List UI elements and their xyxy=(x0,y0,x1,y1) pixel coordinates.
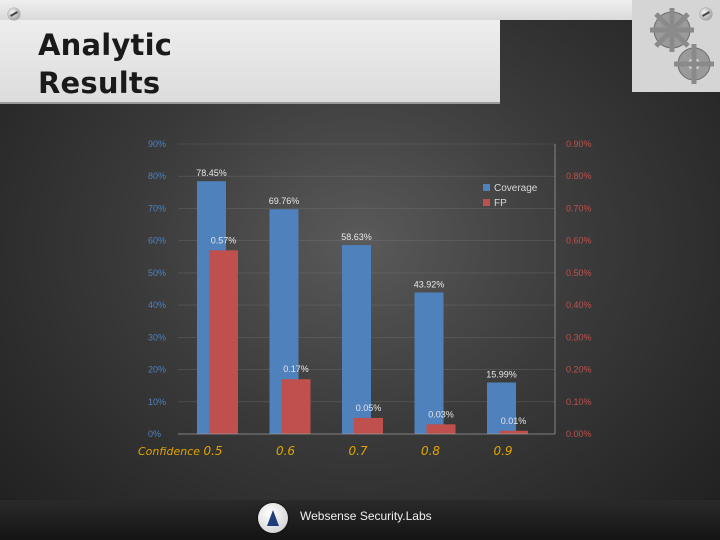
y-left-tick-label: 80% xyxy=(148,171,166,181)
fp-bar xyxy=(354,417,383,434)
y-right-tick-label: 0.20% xyxy=(566,365,592,375)
fp-bar xyxy=(499,430,528,434)
fp-data-label: 0.03% xyxy=(428,409,454,419)
x-tick-label: 0.8 xyxy=(421,444,440,458)
y-right-tick-label: 0.00% xyxy=(566,429,592,439)
fp-bar xyxy=(281,379,311,434)
y-right-tick-label: 0.60% xyxy=(566,236,592,246)
legend-label: FP xyxy=(494,198,507,209)
y-right-tick-label: 0.70% xyxy=(566,203,592,213)
y-left-tick-label: 40% xyxy=(148,300,166,310)
y-left-tick-label: 60% xyxy=(148,236,166,246)
coverage-data-label: 43.92% xyxy=(414,279,445,289)
y-right-tick-label: 0.80% xyxy=(566,171,592,181)
chart-data-labels: 78.45% 0.57% 69.76% 0.17% 58.63% 0.05% 43.92% 0… xyxy=(196,168,526,426)
fp-bar xyxy=(426,424,456,434)
y-right-tick-label: 0.40% xyxy=(566,300,592,310)
y-left-tick-label: 70% xyxy=(148,203,166,213)
screw-top-left xyxy=(8,8,20,20)
y-left-tick-label: 50% xyxy=(148,268,166,278)
websense-logo-icon xyxy=(258,503,288,533)
fp-data-label: 0.01% xyxy=(501,416,527,426)
y-right-tick-label: 0.50% xyxy=(566,268,592,278)
y-right-tick-label: 0.10% xyxy=(566,397,592,407)
coverage-bar xyxy=(342,245,371,434)
y-left-tick-label: 10% xyxy=(148,397,166,407)
gears-icon xyxy=(650,8,714,84)
chart-axes: 0% 0.00% 10% 0.10% 20% 0.20% 30% 0.30% 40% 0.40% 5… xyxy=(138,139,592,458)
legend-swatch xyxy=(483,184,490,191)
chart-bars xyxy=(197,181,528,434)
coverage-data-label: 15.99% xyxy=(486,369,517,379)
title-panel-extension xyxy=(0,0,640,20)
fp-data-label: 0.57% xyxy=(211,235,237,245)
y-left-tick-label: 90% xyxy=(148,139,166,149)
y-right-tick-label: 0.30% xyxy=(566,332,592,342)
footer-text: Websense Security.Labs xyxy=(300,509,432,523)
slide-title: Analytic Results xyxy=(38,28,173,100)
x-axis-title: Confidence xyxy=(138,445,200,458)
x-tick-label: 0.7 xyxy=(348,444,367,458)
coverage-data-label: 69.76% xyxy=(269,196,300,206)
y-left-tick-label: 20% xyxy=(148,365,166,375)
fp-bar xyxy=(209,250,238,434)
coverage-data-label: 78.45% xyxy=(196,168,227,178)
y-left-tick-label: 0% xyxy=(148,429,161,439)
x-tick-label: 0.6 xyxy=(276,444,295,458)
y-left-tick-label: 30% xyxy=(148,332,166,342)
coverage-bar xyxy=(414,292,444,434)
coverage-data-label: 58.63% xyxy=(341,232,372,242)
x-tick-label: 0.5 xyxy=(203,444,222,458)
x-tick-label: 0.9 xyxy=(493,444,512,458)
fp-data-label: 0.17% xyxy=(283,364,309,374)
chart-legend: Coverage FP xyxy=(483,183,538,209)
fp-data-label: 0.05% xyxy=(356,403,382,413)
coverage-fp-chart: 0% 0.00% 10% 0.10% 20% 0.20% 30% 0.30% 40% 0.40% 5… xyxy=(138,139,592,458)
legend-swatch xyxy=(483,199,490,206)
title-panel: Analytic Results xyxy=(0,0,640,104)
coverage-bar xyxy=(487,382,516,434)
screw-top-right xyxy=(700,8,712,20)
legend-label: Coverage xyxy=(494,183,538,194)
y-right-tick-label: 0.90% xyxy=(566,139,592,149)
footer-bar xyxy=(0,500,720,540)
